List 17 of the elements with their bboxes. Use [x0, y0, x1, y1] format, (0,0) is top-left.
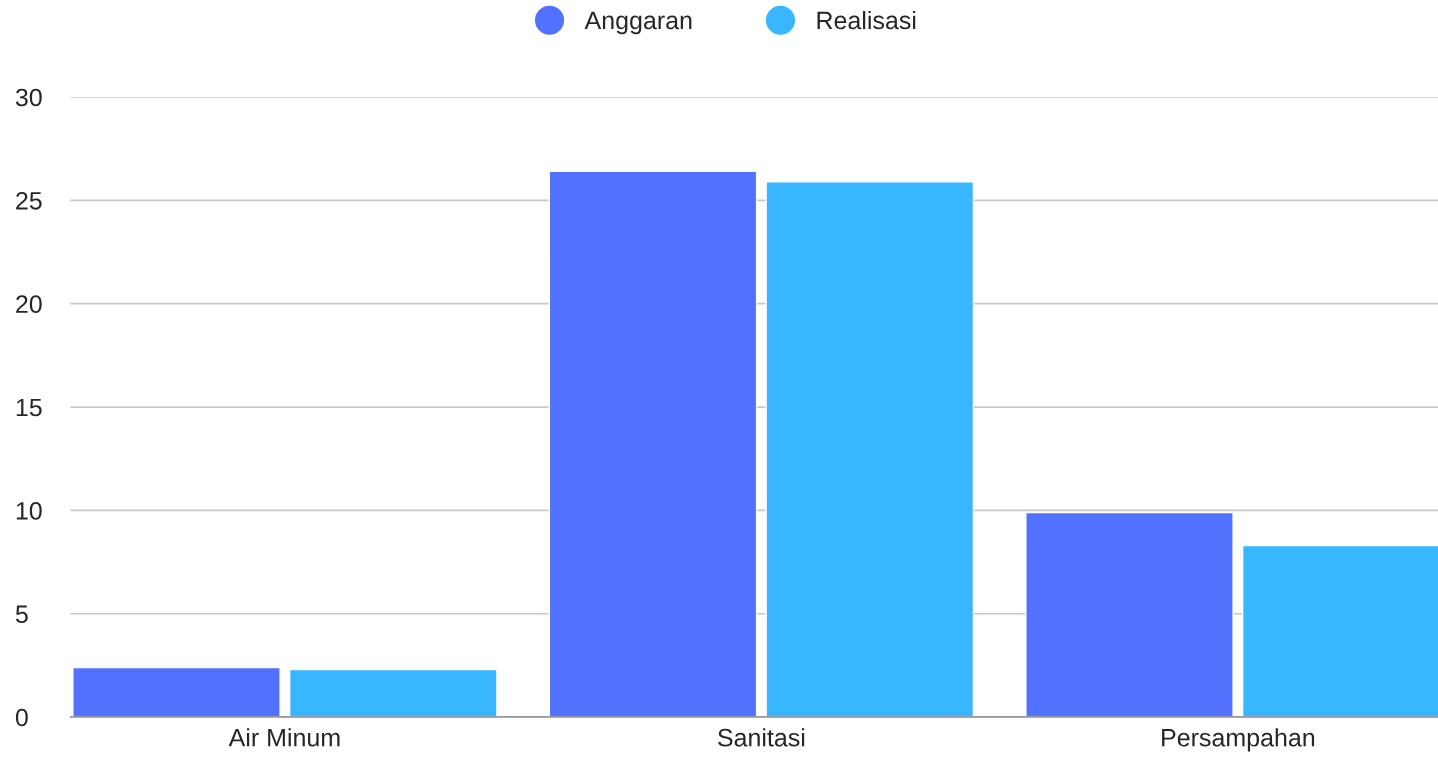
bar	[288, 668, 498, 718]
y-tick-label: 15	[16, 398, 42, 417]
y-tick-label: 20	[16, 295, 42, 314]
x-tick-label: Sanitasi	[718, 728, 805, 747]
y-tick-label: 30	[15, 88, 42, 107]
y-tick-label: 25	[16, 191, 42, 210]
legend-label: Anggaran	[584, 11, 692, 35]
bar	[72, 666, 281, 718]
bar	[1025, 511, 1234, 718]
x-tick-label: Air Minum	[228, 728, 340, 747]
bar	[765, 181, 975, 718]
legend-label: Realisasi	[817, 10, 916, 30]
x-tick-label: Persampahan	[1162, 728, 1315, 752]
bar	[548, 170, 758, 718]
y-tick-label: 0	[15, 708, 28, 727]
y-tick-label: 5	[15, 605, 28, 624]
y-tick-label: 10	[16, 501, 42, 520]
